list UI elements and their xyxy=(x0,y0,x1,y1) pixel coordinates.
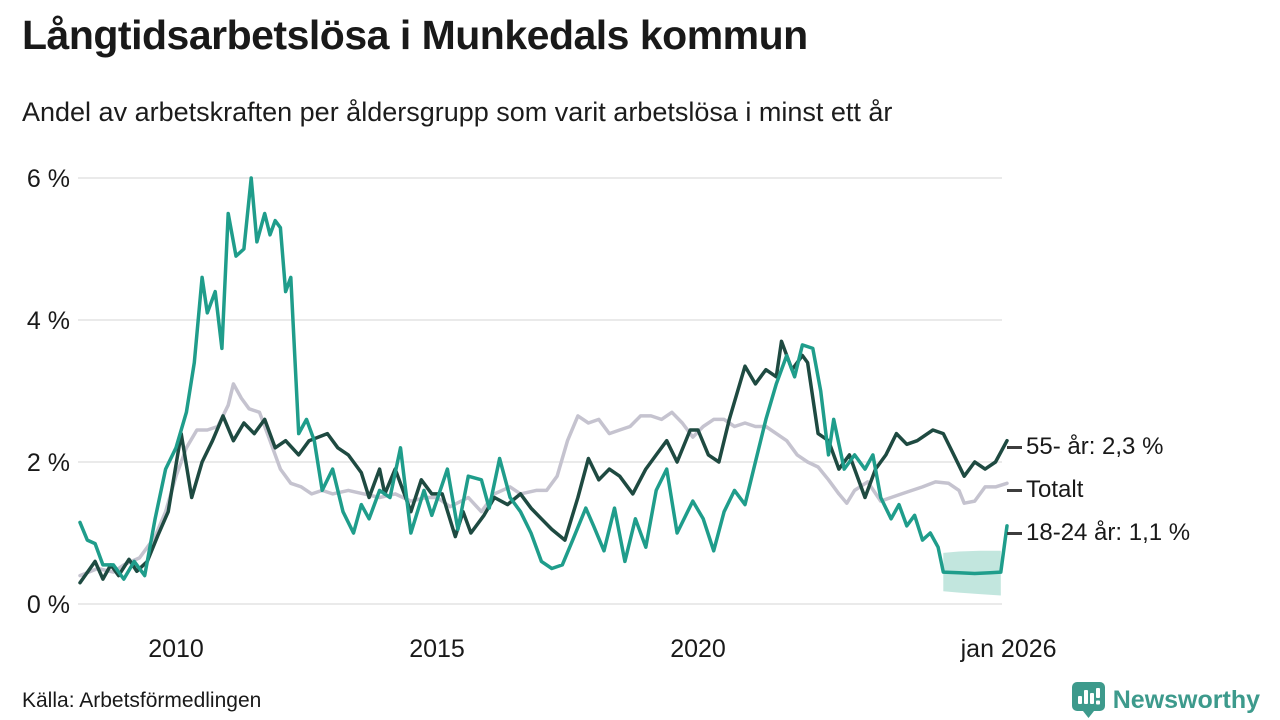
series-line-Totalt xyxy=(78,382,1009,578)
page-title: Långtidsarbetslösa i Munkedals kommun xyxy=(22,12,808,58)
y-tick-label: 6 % xyxy=(27,165,70,193)
newsworthy-logo-icon xyxy=(1071,682,1105,718)
x-tick-label: 2020 xyxy=(670,635,726,663)
brand-lockup: Newsworthy xyxy=(1071,681,1260,719)
x-tick-label: 2010 xyxy=(148,635,204,663)
series-end-label-55: 55- år: 2,3 % xyxy=(1026,433,1164,460)
source-note: Källa: Arbetsförmedlingen xyxy=(22,689,262,712)
label-connector-totalt xyxy=(1007,489,1022,492)
x-tick-label: jan 2026 xyxy=(960,635,1057,663)
x-tick-label: 2015 xyxy=(409,635,465,663)
y-tick-label: 4 % xyxy=(27,307,70,335)
chart-subtitle: Andel av arbetskraften per åldersgrupp s… xyxy=(22,97,893,127)
label-connector-18-24 xyxy=(1007,532,1022,535)
chart-canvas: 0 % 2 % 4 % 6 % 2010 2015 2020 jan 2026 xyxy=(27,165,1057,663)
series-line-18-24 år xyxy=(78,176,1009,581)
series-end-label-18-24: 18-24 år: 1,1 % xyxy=(1026,519,1191,546)
y-tick-label: 0 % xyxy=(27,591,70,619)
y-tick-label: 2 % xyxy=(27,449,70,477)
series-line-55- år xyxy=(78,339,1009,585)
label-connector-55 xyxy=(1007,446,1022,449)
series-end-label-totalt: Totalt xyxy=(1026,476,1084,503)
brand-name: Newsworthy xyxy=(1112,685,1260,714)
